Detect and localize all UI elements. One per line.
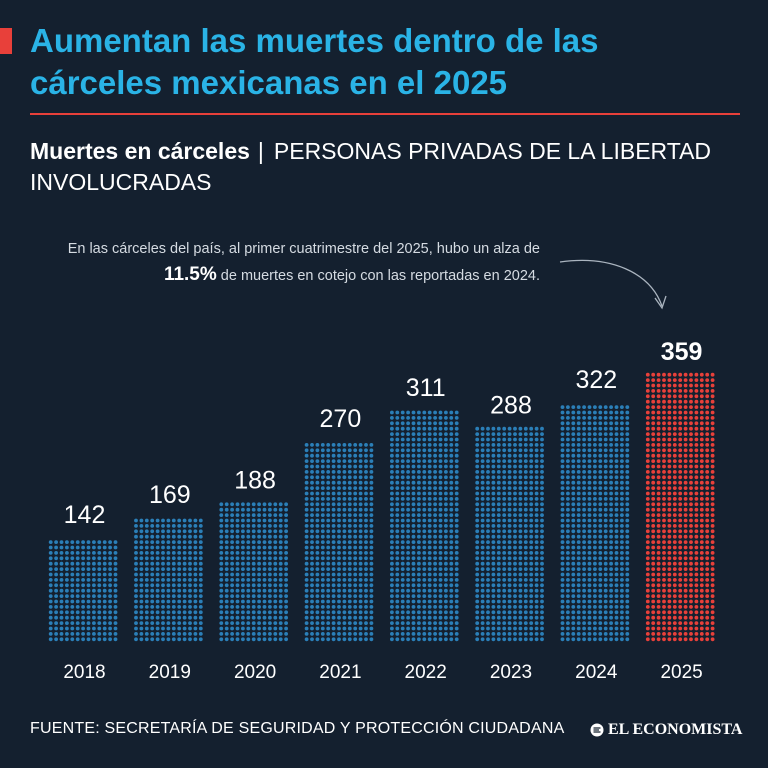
x-tick-2022: 2022: [405, 662, 447, 683]
x-tick-2020: 2020: [234, 662, 276, 683]
annotation-text-after: de muertes en cotejo con las reportadas …: [216, 268, 540, 284]
subtitle-unit: PERSONAS PRIVADAS DE LA LIBERTAD INVOLUC…: [30, 138, 712, 195]
x-tick-2025: 2025: [660, 662, 702, 683]
brand-name: EL ECONOMISTA: [608, 721, 743, 738]
x-tick-2023: 2023: [490, 662, 532, 683]
data-label-2021: 270: [320, 405, 362, 433]
title-divider: [30, 113, 740, 115]
bar-2022: [390, 410, 459, 642]
data-label-2018: 142: [64, 501, 106, 529]
data-label-2025: 359: [661, 338, 703, 366]
chart-subtitle: Muertes en cárceles | PERSONAS PRIVADAS DE…: [30, 136, 750, 198]
bar-2020: [219, 502, 288, 642]
x-tick-2021: 2021: [319, 662, 361, 683]
data-label-2020: 188: [234, 467, 276, 495]
bar-2023: [475, 426, 544, 642]
x-tick-2018: 2018: [63, 662, 105, 683]
data-label-2019: 169: [149, 481, 191, 509]
bar-2021: [304, 443, 374, 642]
page-title: Aumentan las muertes dentro de las cárce…: [30, 22, 599, 101]
data-label-2023: 288: [490, 391, 532, 419]
annotation-percentage: 11.5%: [163, 264, 217, 285]
annotation-text-before: En las cárceles del país, al primer cuat…: [67, 241, 540, 257]
bar-2019: [134, 518, 203, 642]
brand-mark-icon: [590, 723, 604, 737]
bar-2018: [48, 540, 118, 642]
data-label-2022: 311: [406, 374, 446, 402]
brand-logo: EL ECONOMISTA: [590, 721, 742, 739]
subtitle-separator: |: [257, 138, 264, 164]
data-label-2024: 322: [575, 366, 617, 394]
x-tick-2024: 2024: [575, 662, 618, 683]
source-note: FUENTE: SECRETARÍA DE SEGURIDAD Y PROTEC…: [30, 720, 565, 737]
x-tick-2019: 2019: [149, 662, 191, 683]
title-accent-bar: [0, 28, 12, 54]
subtitle-main: Muertes en cárceles: [30, 138, 250, 164]
bar-2025: [645, 372, 715, 642]
chart-annotation: En las cárceles del país, al primer cuat…: [60, 236, 540, 289]
bar-2024: [560, 405, 630, 642]
